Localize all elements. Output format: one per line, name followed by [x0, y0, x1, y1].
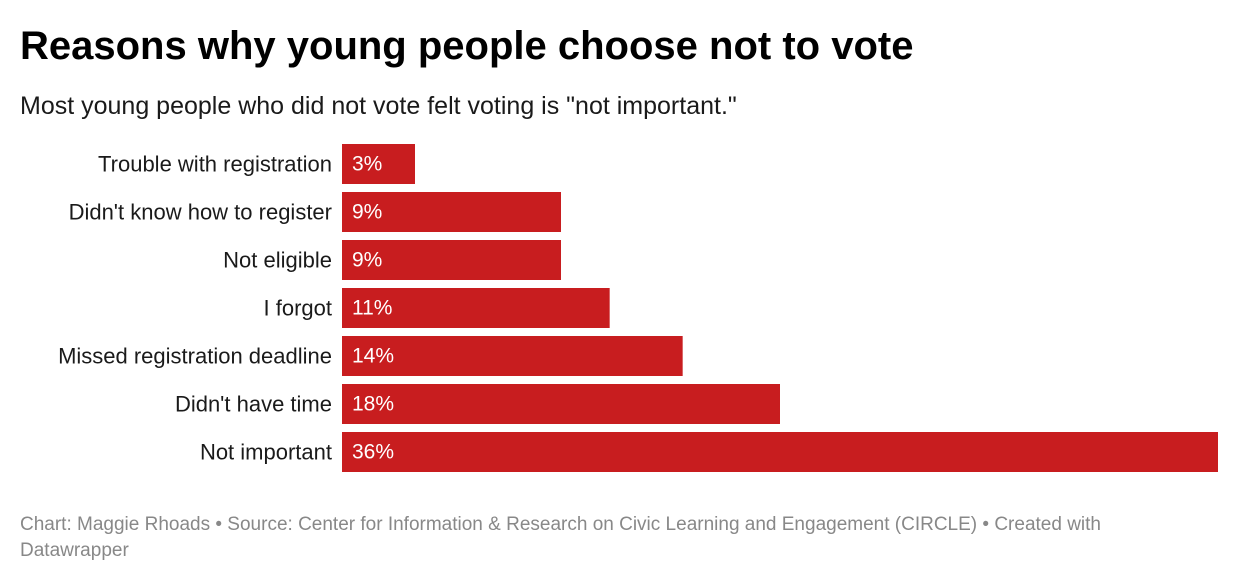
- bar-not-eligible: [342, 240, 561, 280]
- bar-didn-t-know-how-to-register: [342, 192, 561, 232]
- bar-chart: Trouble with registration 3% Didn't know h…: [58, 144, 1218, 472]
- chart-subtitle: Most young people who did not vote felt …: [20, 92, 737, 120]
- value-label-not-important: 36%: [352, 441, 394, 464]
- value-label-didn-t-have-time: 18%: [352, 393, 394, 416]
- value-label-didn-t-know-how-to-register: 9%: [352, 201, 382, 224]
- category-label-missed-registration-deadline: Missed registration deadline: [58, 344, 332, 369]
- value-label-not-eligible: 9%: [352, 249, 382, 272]
- bar-not-important: [342, 432, 1218, 472]
- chart-title: Reasons why young people choose not to v…: [20, 24, 914, 68]
- category-label-i-forgot: I forgot: [264, 296, 332, 321]
- value-label-i-forgot: 11%: [352, 297, 392, 320]
- value-label-missed-registration-deadline: 14%: [352, 345, 394, 368]
- category-label-not-important: Not important: [200, 440, 332, 465]
- category-label-not-eligible: Not eligible: [223, 248, 332, 273]
- bar-i-forgot: [342, 288, 610, 328]
- chart-footer: Chart: Maggie Rhoads • Source: Center fo…: [20, 514, 1101, 561]
- category-label-didn-t-know-how-to-register: Didn't know how to register: [69, 200, 332, 225]
- category-label-didn-t-have-time: Didn't have time: [175, 392, 332, 417]
- value-label-trouble-with-registration: 3%: [352, 153, 382, 176]
- bar-trouble-with-registration: [342, 144, 415, 184]
- category-label-trouble-with-registration: Trouble with registration: [98, 152, 332, 177]
- bar-didn-t-have-time: [342, 384, 780, 424]
- bar-missed-registration-deadline: [342, 336, 683, 376]
